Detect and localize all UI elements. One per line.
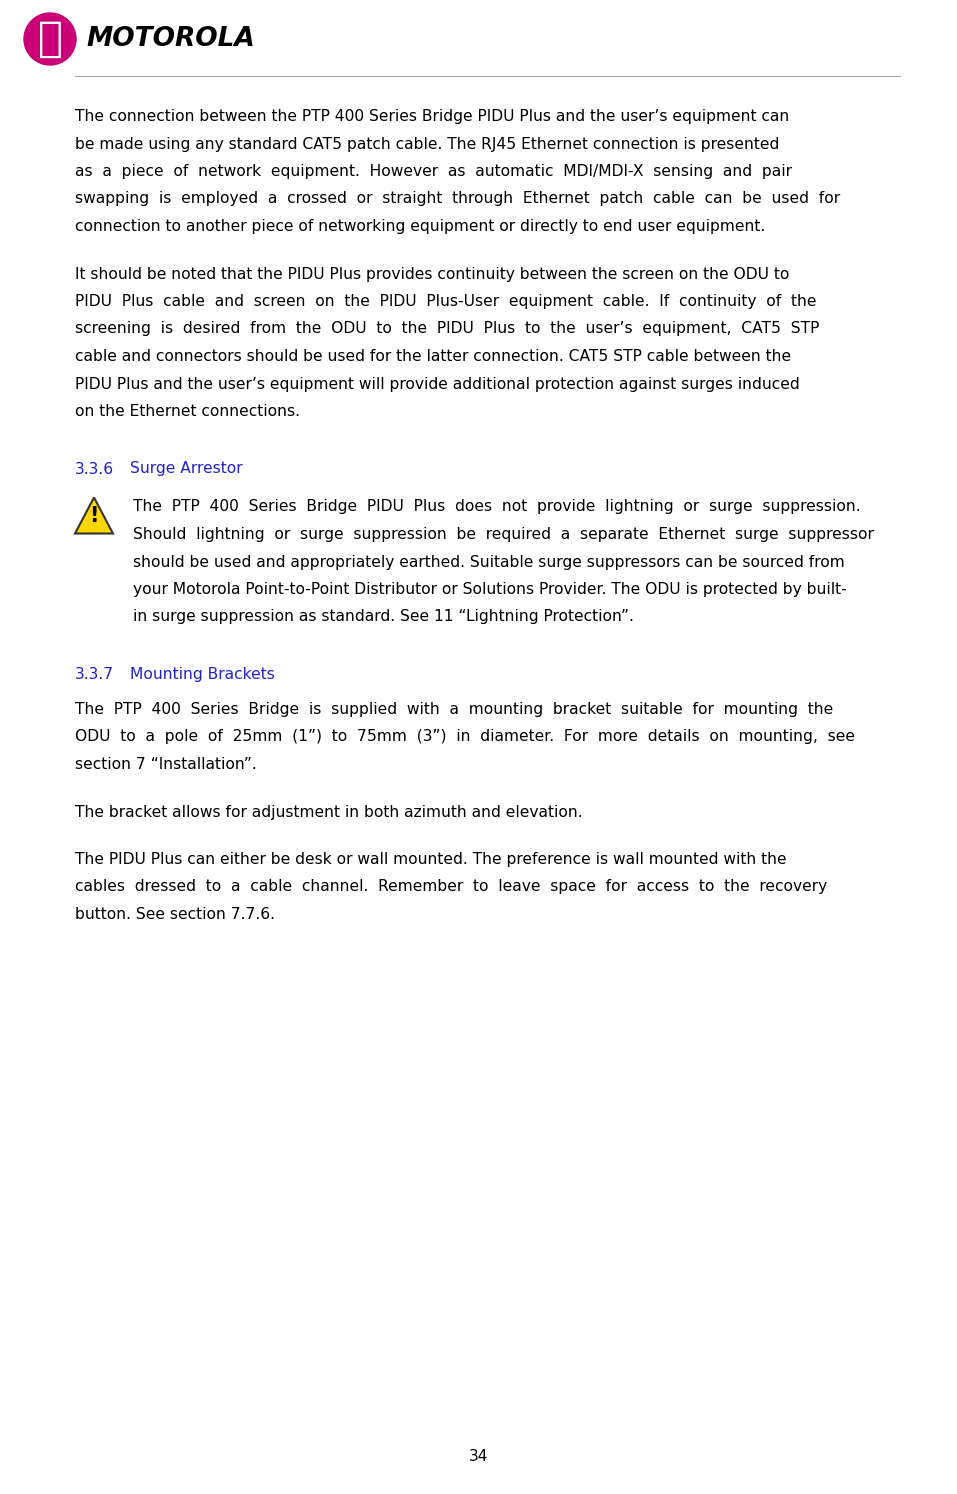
Text: on the Ethernet connections.: on the Ethernet connections. — [75, 403, 300, 418]
Text: PIDU  Plus  cable  and  screen  on  the  PIDU  Plus-User  equipment  cable.  If : PIDU Plus cable and screen on the PIDU P… — [75, 294, 816, 309]
Text: cable and connectors should be used for the latter connection. CAT5 STP cable be: cable and connectors should be used for … — [75, 350, 791, 365]
Text: The connection between the PTP 400 Series Bridge PIDU Plus and the user’s equipm: The connection between the PTP 400 Serie… — [75, 109, 790, 124]
Text: cables  dressed  to  a  cable  channel.  Remember  to  leave  space  for  access: cables dressed to a cable channel. Remem… — [75, 880, 827, 895]
Text: as  a  piece  of  network  equipment.  However  as  automatic  MDI/MDI-X  sensin: as a piece of network equipment. However… — [75, 164, 792, 179]
Polygon shape — [75, 498, 113, 533]
Text: 3.3.6: 3.3.6 — [75, 462, 114, 477]
Text: should be used and appropriately earthed. Suitable surge suppressors can be sour: should be used and appropriately earthed… — [133, 554, 845, 569]
Text: The bracket allows for adjustment in both azimuth and elevation.: The bracket allows for adjustment in bot… — [75, 804, 583, 820]
Text: It should be noted that the PIDU Plus provides continuity between the screen on : It should be noted that the PIDU Plus pr… — [75, 266, 790, 281]
Text: your Motorola Point-to-Point Distributor or Solutions Provider. The ODU is prote: your Motorola Point-to-Point Distributor… — [133, 583, 847, 598]
Text: section 7 “Installation”.: section 7 “Installation”. — [75, 757, 256, 772]
Text: Mounting Brackets: Mounting Brackets — [130, 666, 275, 681]
Text: Ⓜ: Ⓜ — [37, 18, 62, 60]
Text: MOTOROLA: MOTOROLA — [86, 25, 255, 52]
Text: 3.3.7: 3.3.7 — [75, 666, 114, 681]
Text: The  PTP  400  Series  Bridge  PIDU  Plus  does  not  provide  lightning  or  su: The PTP 400 Series Bridge PIDU Plus does… — [133, 499, 860, 514]
Text: !: ! — [89, 506, 99, 526]
Circle shape — [24, 13, 76, 66]
Text: be made using any standard CAT5 patch cable. The RJ45 Ethernet connection is pre: be made using any standard CAT5 patch ca… — [75, 136, 779, 151]
Text: The  PTP  400  Series  Bridge  is  supplied  with  a  mounting  bracket  suitabl: The PTP 400 Series Bridge is supplied wi… — [75, 702, 834, 717]
Text: Should  lightning  or  surge  suppression  be  required  a  separate  Ethernet  : Should lightning or surge suppression be… — [133, 527, 874, 542]
Text: PIDU Plus and the user’s equipment will provide additional protection against su: PIDU Plus and the user’s equipment will … — [75, 376, 800, 391]
Text: swapping  is  employed  a  crossed  or  straight  through  Ethernet  patch  cabl: swapping is employed a crossed or straig… — [75, 191, 840, 206]
Text: 34: 34 — [469, 1449, 488, 1464]
Text: connection to another piece of networking equipment or directly to end user equi: connection to another piece of networkin… — [75, 220, 766, 235]
Text: button. See section 7.7.6.: button. See section 7.7.6. — [75, 907, 275, 922]
Text: in surge suppression as standard. See 11 “Lightning Protection”.: in surge suppression as standard. See 11… — [133, 610, 634, 624]
Text: The PIDU Plus can either be desk or wall mounted. The preference is wall mounted: The PIDU Plus can either be desk or wall… — [75, 852, 787, 867]
Text: Surge Arrestor: Surge Arrestor — [130, 462, 243, 477]
Text: ODU  to  a  pole  of  25mm  (1”)  to  75mm  (3”)  in  diameter.  For  more  deta: ODU to a pole of 25mm (1”) to 75mm (3”) … — [75, 729, 855, 744]
Text: screening  is  desired  from  the  ODU  to  the  PIDU  Plus  to  the  user’s  eq: screening is desired from the ODU to the… — [75, 321, 819, 336]
